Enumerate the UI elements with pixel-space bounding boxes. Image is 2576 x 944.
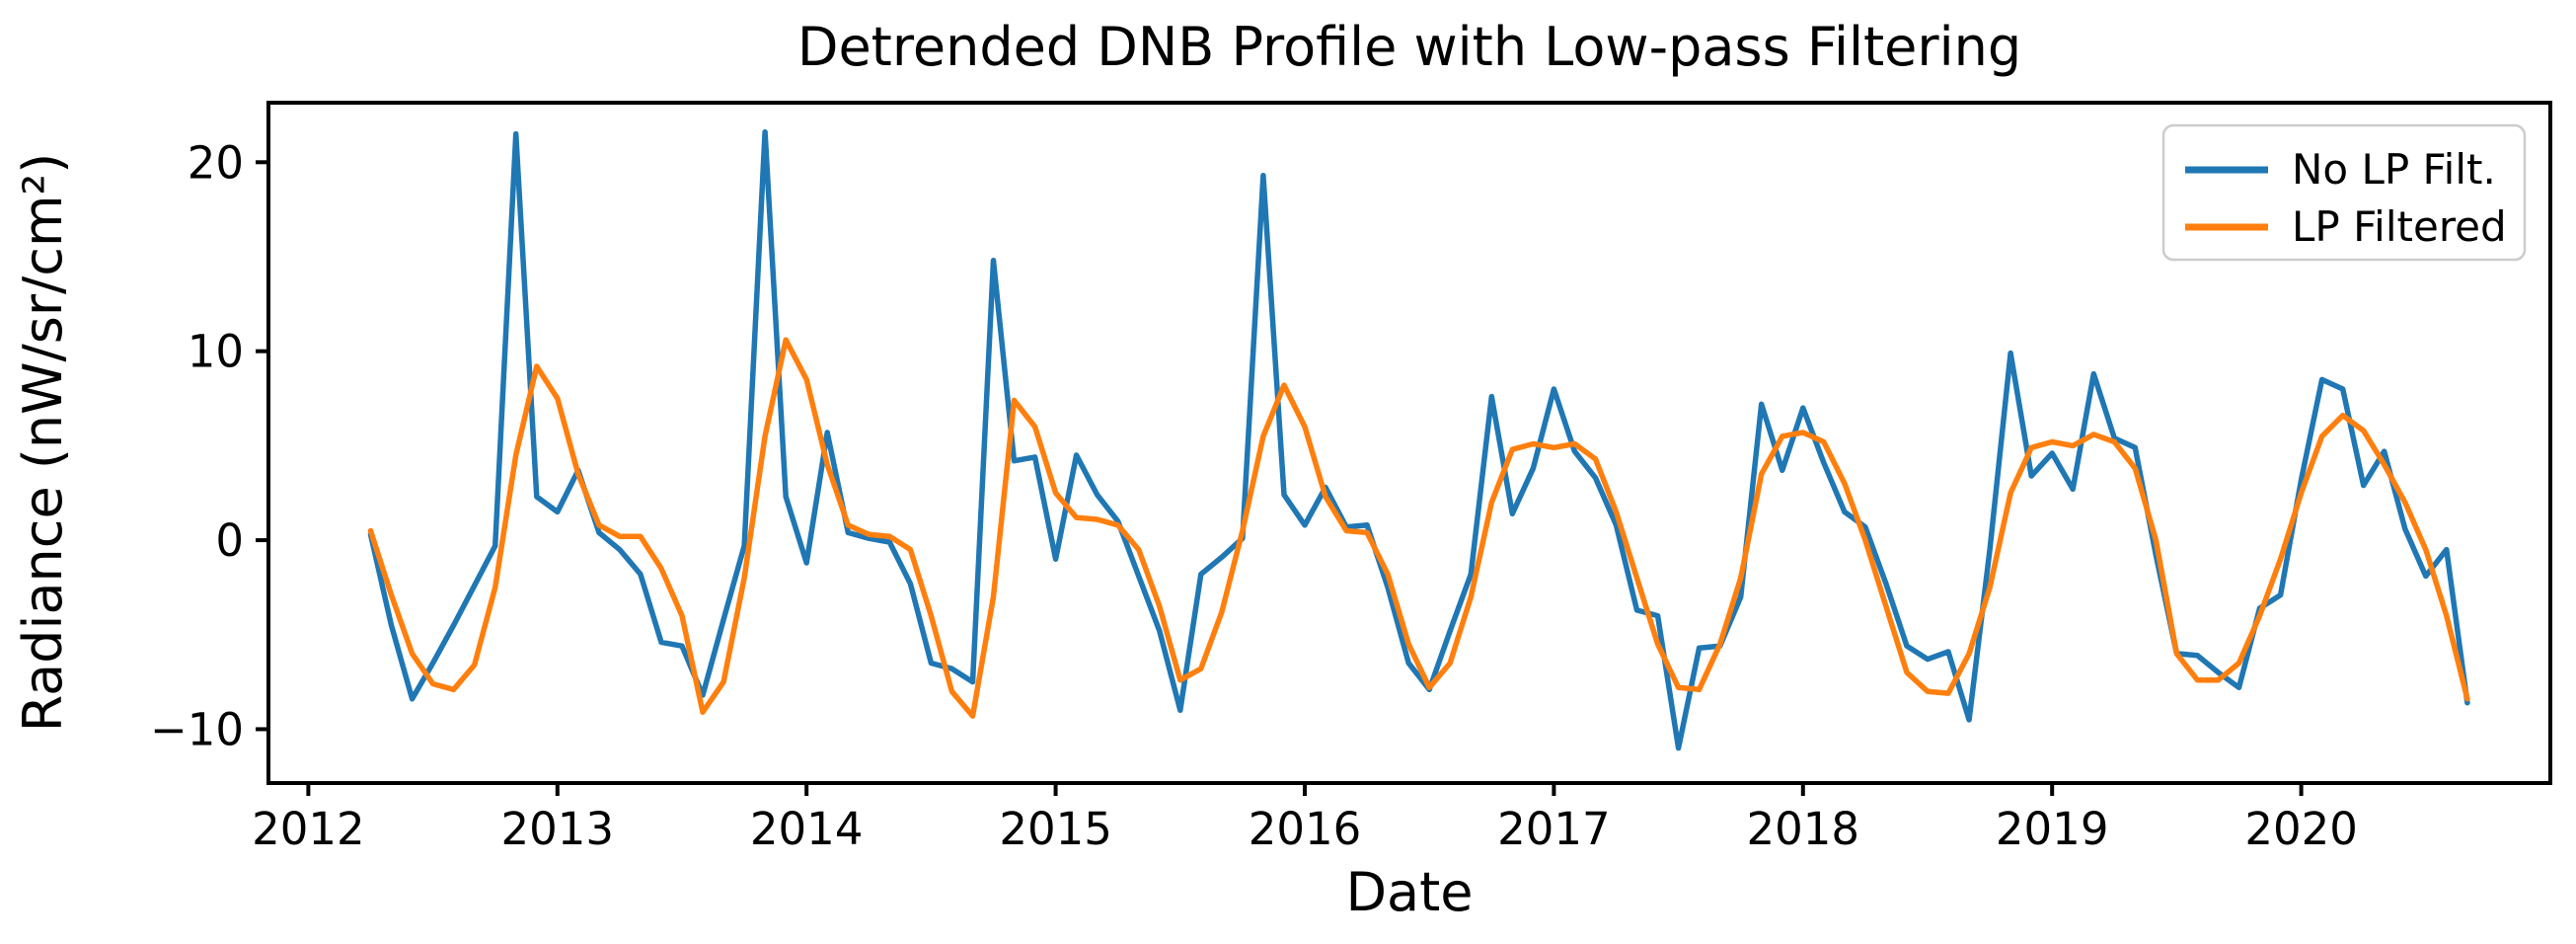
y-tick-label: 0: [215, 514, 244, 567]
x-tick-label: 2020: [2244, 803, 2358, 855]
y-tick-label: −10: [150, 703, 244, 755]
x-axis-label: Date: [1345, 861, 1473, 923]
series-group: [367, 128, 2470, 751]
legend: No LP Filt. LP Filtered: [2161, 123, 2527, 262]
plot-line-no-lp-filt: [367, 128, 2470, 751]
x-tick-label: 2016: [1249, 803, 1362, 855]
axes-spines: [266, 101, 2552, 785]
x-tick-label: 2019: [1996, 803, 2109, 855]
x-tick-label: 2012: [252, 803, 365, 855]
y-tick-label: 10: [188, 326, 244, 378]
x-tick-label: 2015: [999, 803, 1112, 855]
legend-entry-lp-filtered: LP Filtered: [2292, 202, 2507, 251]
y-axis-label: Radiance (nW/sr/cm²): [12, 153, 74, 733]
x-tick-label: 2018: [1747, 803, 1860, 855]
chart-title: Detrended DNB Profile with Low-pass Filt…: [797, 16, 2021, 78]
x-tick-label: 2013: [501, 803, 615, 855]
y-axis-ticks: −10 0 10 20: [150, 136, 268, 755]
legend-entry-no-lp-filt: No LP Filt.: [2292, 145, 2496, 194]
y-tick-label: 20: [188, 136, 244, 189]
plot-line-lp-filtered: [367, 337, 2470, 719]
x-tick-label: 2017: [1497, 803, 1611, 855]
x-axis-ticks: 2012 2013 2014 2015 2016 2017 2018 2019 2020: [252, 783, 2358, 855]
x-tick-label: 2014: [750, 803, 864, 855]
